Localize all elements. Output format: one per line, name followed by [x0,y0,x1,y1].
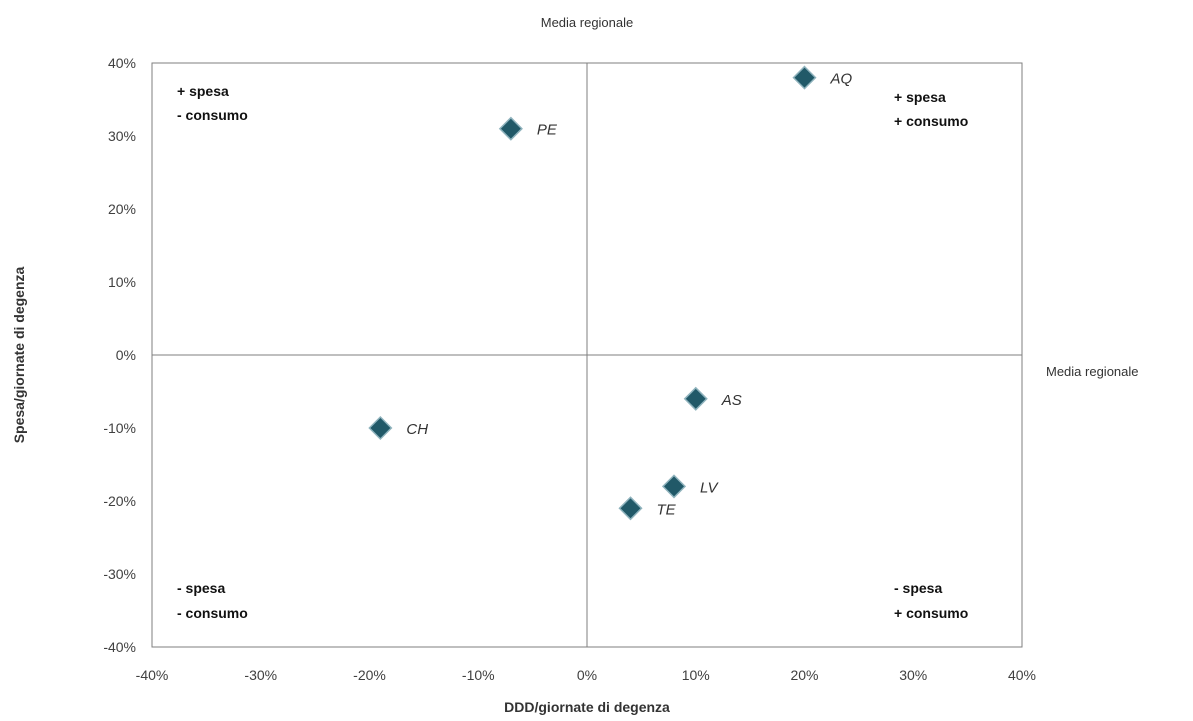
svg-text:+ spesa: + spesa [177,83,229,99]
y-tick-label: -30% [103,566,136,582]
svg-text:- consumo: - consumo [177,107,248,123]
x-tick-label: 10% [682,667,710,683]
y-tick-label: 40% [108,55,136,71]
x-tick-label: 20% [790,667,818,683]
data-point-aq: AQ [792,65,853,90]
y-tick-label: -40% [103,639,136,655]
svg-text:- spesa: - spesa [894,580,942,596]
svg-text:+ consumo: + consumo [894,605,968,621]
data-point-as: AS [683,386,742,411]
x-tick-label: -10% [462,667,495,683]
x-tick-label: -40% [136,667,169,683]
y-axis-title: Spesa/giornate di degenza [11,266,27,443]
point-label: CH [406,421,428,438]
x-tick-label: 0% [577,667,597,683]
svg-text:+ consumo: + consumo [894,113,968,129]
svg-text:- spesa: - spesa [177,580,225,596]
svg-text:- consumo: - consumo [177,605,248,621]
y-tick-label: 10% [108,274,136,290]
y-tick-label: 0% [116,347,136,363]
point-label: AQ [830,71,853,88]
point-label: LV [700,479,720,496]
data-points: AQ PE AS CH LV TE [368,65,853,521]
diamond-marker [498,116,523,141]
diamond-marker [683,386,708,411]
x-tick-label: -20% [353,667,386,683]
point-label: PE [537,122,558,139]
diamond-marker [661,474,687,499]
svg-text:+ spesa: + spesa [894,89,946,105]
x-axis-ticks: -40% -30% -20% -10% 0% 10% 20% 30% 40% [136,667,1036,683]
quadrant-label-bottom-left: - spesa - consumo [177,580,248,621]
diamond-marker [792,65,817,90]
y-tick-label: 20% [108,201,136,217]
quadrant-label-top-right: + spesa + consumo [894,89,968,129]
data-point-te: TE [618,496,677,521]
diamond-marker [368,415,393,441]
y-tick-label: 30% [108,128,136,144]
diamond-marker [618,496,643,521]
x-tick-label: 30% [899,667,927,683]
quadrant-label-top-left: + spesa - consumo [177,83,248,123]
x-tick-label: -30% [244,667,277,683]
y-tick-label: -20% [103,493,136,509]
data-point-lv: LV [661,474,720,499]
horizontal-reference-label: Media regionale [1046,364,1139,379]
y-tick-label: -10% [103,420,136,436]
point-label: AS [721,392,742,409]
data-point-pe: PE [498,116,558,141]
x-tick-label: 40% [1008,667,1036,683]
point-label: TE [657,501,677,518]
data-point-ch: CH [368,415,428,441]
vertical-reference-label: Media regionale [541,15,634,30]
y-axis-ticks: 40% 30% 20% 10% 0% -10% -20% -30% -40% [103,55,136,655]
quadrant-label-bottom-right: - spesa + consumo [894,580,968,621]
x-axis-title: DDD/giornate di degenza [504,699,670,715]
